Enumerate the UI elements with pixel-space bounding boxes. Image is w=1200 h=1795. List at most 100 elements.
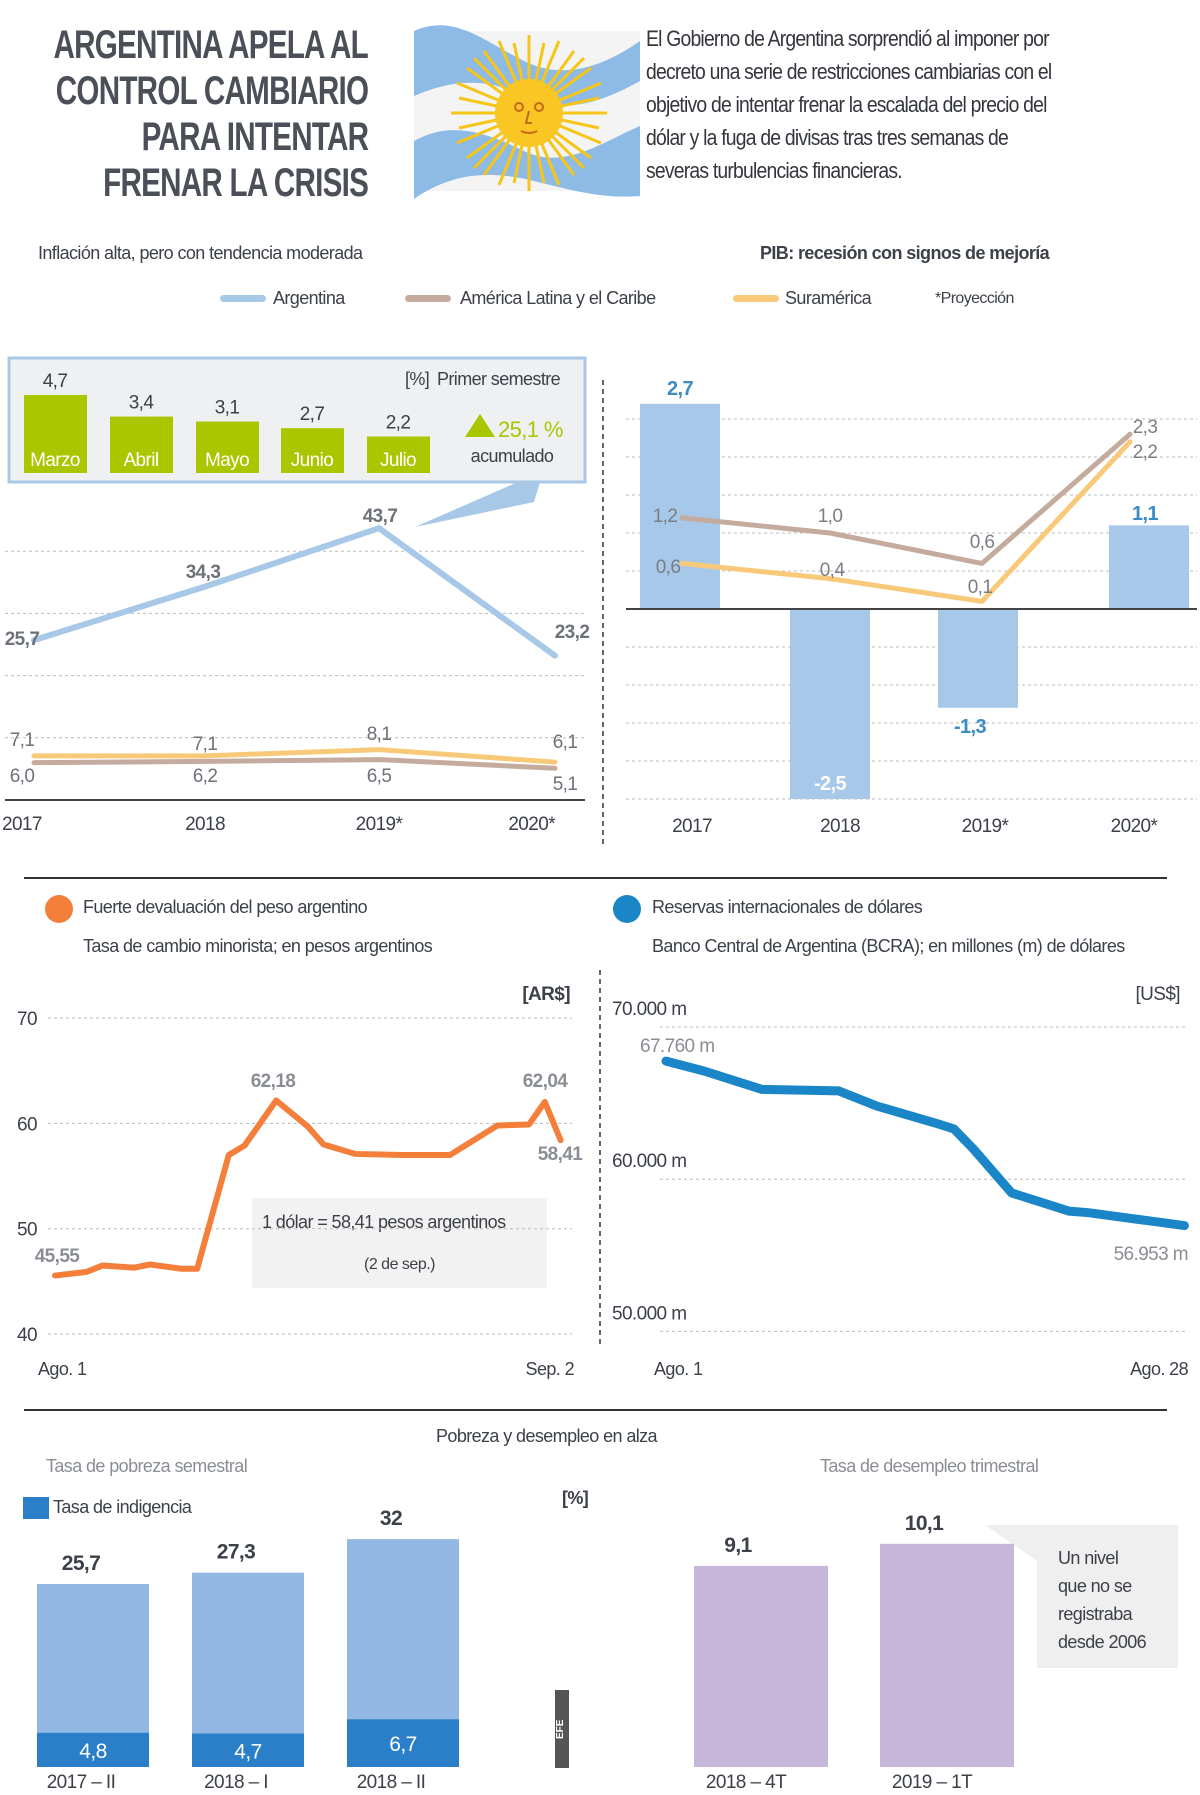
data-label: 34,3 <box>186 562 221 583</box>
inset-bar-value: 4,7 <box>43 371 68 392</box>
legend-label-sudamerica: Suramérica <box>785 288 872 308</box>
data-label: 25,7 <box>5 629 40 650</box>
inset-bar <box>196 421 259 473</box>
exchange-rate-note: 1 dólar = 58,41 pesos argentinos (2 de s… <box>252 1198 547 1288</box>
gdp-bar <box>938 609 1018 708</box>
gdp-bar <box>1109 525 1189 609</box>
data-label: 0,6 <box>970 532 995 553</box>
inset-bar <box>110 416 173 473</box>
x-tick-label: 2020* <box>1111 816 1159 837</box>
line-sudamerica <box>31 747 558 765</box>
x-tick-label: 2018 <box>185 814 225 835</box>
note-line: Un nivel <box>1058 1548 1119 1568</box>
note-line: desde 2006 <box>1058 1632 1147 1652</box>
unemployment-value: 9,1 <box>724 1534 752 1557</box>
y-tick-label: 50.000 m <box>612 1303 686 1324</box>
inset-bar <box>24 394 87 473</box>
inset-bar <box>367 436 430 473</box>
note-line: registraba <box>1058 1604 1133 1624</box>
point-label: 67.760 m <box>640 1036 714 1057</box>
gdp-bar <box>640 403 720 609</box>
legend-swatch-argentina <box>220 295 266 302</box>
x-tick-label: Ago. 28 <box>1130 1359 1188 1379</box>
headline-line: ARGENTINA APELA AL <box>53 23 369 67</box>
legend-label-argentina: Argentina <box>273 288 345 308</box>
y-tick-label: 60.000 m <box>612 1151 686 1172</box>
data-label: 23,2 <box>555 622 590 643</box>
inset-bar-value: 3,4 <box>129 393 155 414</box>
intro-line: objetivo de intentar frenar la escalada … <box>646 92 1047 117</box>
bottom-section-title: Pobreza y desempleo en alza <box>436 1426 658 1446</box>
line-argentina <box>31 525 558 659</box>
argentina-flag-illustration <box>414 25 640 199</box>
inset-bar <box>281 428 344 473</box>
inset-bar-label: Mayo <box>205 450 249 471</box>
gdp-chart-title: PIB: recesión con signos de mejoría <box>760 243 1050 263</box>
headline-line: FRENAR LA CRISIS <box>103 161 369 205</box>
data-label: 1,0 <box>818 506 843 527</box>
accumulated-label: acumulado <box>471 446 554 466</box>
x-tick-label: 2018 – 4T <box>706 1772 787 1793</box>
x-tick-label: 2017 <box>2 814 42 835</box>
x-tick-label: Ago. 1 <box>38 1359 87 1379</box>
inset-bar-label: Julio <box>380 450 416 471</box>
data-label: 6,0 <box>10 766 35 787</box>
x-tick-label: 2017 – II <box>47 1772 116 1793</box>
y-tick-label: 60 <box>17 1114 37 1135</box>
x-tick-label: 2019 – 1T <box>892 1772 973 1793</box>
inflation-chart-title: Inflación alta, pero con tendencia moder… <box>38 243 363 263</box>
point-label: 45,55 <box>35 1246 81 1267</box>
intro-line: El Gobierno de Argentina sorprendió al i… <box>646 26 1050 51</box>
triangle-up-icon <box>465 414 495 437</box>
unemployment-bar <box>880 1543 1014 1767</box>
indigence-bar <box>347 1719 459 1767</box>
exchange-rate-line <box>52 1097 564 1279</box>
indigence-value: 4,7 <box>234 1740 261 1763</box>
x-tick-label: 2020* <box>508 814 556 835</box>
y-tick-label: 40 <box>17 1325 37 1346</box>
gdp-bar-value: -1,3 <box>954 716 987 738</box>
percent-unit-label: [%] <box>562 1488 589 1508</box>
line-latam <box>31 757 558 771</box>
line-sudamerica <box>679 439 1133 604</box>
data-label: 43,7 <box>363 506 398 527</box>
headline-line: PARA INTENTAR <box>141 115 368 159</box>
indigence-bar <box>192 1733 304 1767</box>
data-label: 6,1 <box>553 732 578 753</box>
legend-label-indigence: Tasa de indigencia <box>53 1497 192 1517</box>
inset-bar-value: 2,2 <box>386 412 411 433</box>
point-label: 58,41 <box>538 1144 584 1165</box>
gdp-bar-value: 2,7 <box>667 378 693 400</box>
reserves-line <box>661 1056 1189 1231</box>
point-label: 56.953 m <box>1114 1244 1188 1265</box>
inset-bar-label: Abril <box>123 450 158 471</box>
data-label: 6,2 <box>193 766 218 787</box>
data-label: 0,1 <box>968 577 993 598</box>
legend-swatch-latam <box>405 295 451 302</box>
callout-pointer <box>415 482 540 527</box>
x-tick-label: Sep. 2 <box>526 1359 575 1379</box>
intro-line: decreto una serie de restricciones cambi… <box>646 59 1052 84</box>
indigence-bar <box>37 1732 149 1767</box>
legend-label-latam: América Latina y el Caribe <box>460 288 656 308</box>
unemployment-value: 10,1 <box>905 1512 944 1535</box>
x-tick-label: Ago. 1 <box>654 1359 703 1379</box>
reserves-chart-title: Reservas internacionales de dólares <box>652 897 923 917</box>
data-label: 2,3 <box>1133 417 1158 438</box>
data-label: 1,2 <box>653 506 678 527</box>
x-tick-label: 2018 <box>820 816 860 837</box>
section-divider <box>24 877 1167 879</box>
inset-bar-label: Marzo <box>30 450 80 471</box>
inset-bar-value: 3,1 <box>215 398 240 419</box>
legend-swatch-indigence <box>23 1497 49 1519</box>
data-label: 5,1 <box>553 774 578 795</box>
data-label: 0,4 <box>820 560 846 581</box>
data-label: 7,1 <box>193 734 218 755</box>
accumulated-value: 25,1 % <box>498 417 563 442</box>
exchange-rate-note-line1: 1 dólar = 58,41 pesos argentinos <box>262 1212 506 1232</box>
unemployment-bar <box>694 1565 828 1767</box>
projection-note: *Proyección <box>935 290 1014 307</box>
data-label: 7,1 <box>10 730 35 751</box>
headline-line: CONTROL CAMBIARIO <box>55 69 369 113</box>
